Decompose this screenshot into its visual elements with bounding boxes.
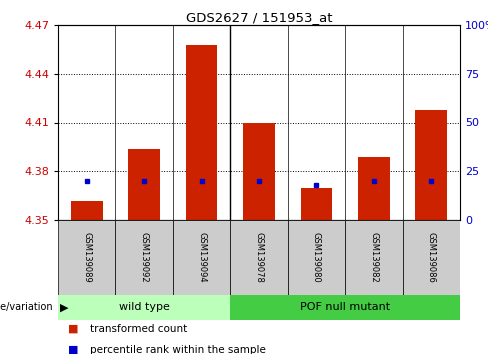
Bar <box>230 220 288 295</box>
Text: genotype/variation: genotype/variation <box>0 303 53 313</box>
Bar <box>173 220 230 295</box>
Bar <box>58 220 116 295</box>
Bar <box>243 122 275 220</box>
Bar <box>403 220 460 295</box>
Bar <box>71 200 102 220</box>
Text: GSM139086: GSM139086 <box>427 232 436 283</box>
Bar <box>301 188 332 220</box>
Text: GSM139078: GSM139078 <box>255 232 264 283</box>
Bar <box>345 220 403 295</box>
Bar <box>415 109 447 220</box>
Text: ■: ■ <box>68 324 78 334</box>
Text: GSM139092: GSM139092 <box>140 232 149 283</box>
Text: GSM139089: GSM139089 <box>82 232 91 283</box>
Bar <box>128 148 160 220</box>
Text: ■: ■ <box>68 345 78 354</box>
Text: percentile rank within the sample: percentile rank within the sample <box>90 345 265 354</box>
Bar <box>230 295 460 320</box>
Text: transformed count: transformed count <box>90 324 187 334</box>
Text: wild type: wild type <box>119 303 170 313</box>
Text: POF null mutant: POF null mutant <box>300 303 390 313</box>
Title: GDS2627 / 151953_at: GDS2627 / 151953_at <box>186 11 332 24</box>
Bar <box>288 220 345 295</box>
Bar <box>186 45 217 220</box>
Text: ▶: ▶ <box>61 303 69 313</box>
Text: GSM139082: GSM139082 <box>369 232 378 283</box>
Text: GSM139094: GSM139094 <box>197 232 206 283</box>
Bar <box>358 156 389 220</box>
Text: GSM139080: GSM139080 <box>312 232 321 283</box>
Bar <box>116 220 173 295</box>
Bar <box>58 295 230 320</box>
